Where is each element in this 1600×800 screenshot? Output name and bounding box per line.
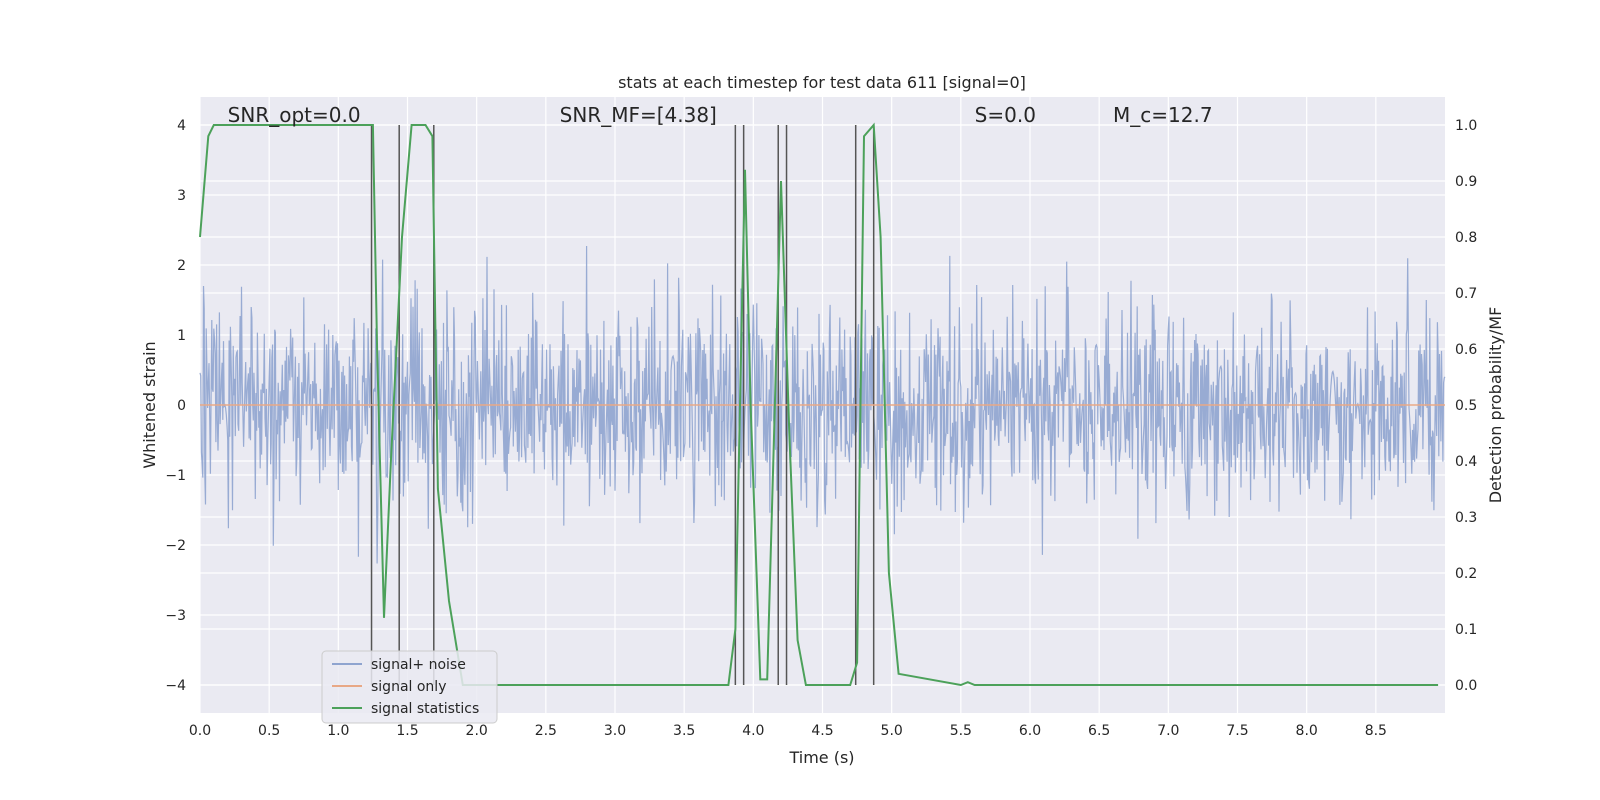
x-tick-label: 8.5 — [1365, 723, 1387, 739]
x-tick-label: 2.5 — [535, 723, 557, 739]
signal-noise-series — [199, 245, 1446, 564]
x-tick-label: 7.5 — [1226, 723, 1248, 739]
x-tick-label: 1.5 — [396, 723, 418, 739]
y2-tick-label: 0.7 — [1455, 286, 1477, 302]
y-tick-label: −3 — [165, 608, 186, 624]
x-tick-label: 2.0 — [466, 723, 488, 739]
legend-label-signal-noise: signal+ noise — [371, 657, 466, 673]
y2-tick-label: 0.2 — [1455, 566, 1477, 582]
annotations: SNR_opt=0.0 SNR_MF=[4.38] S=0.0 M_c=12.7 — [228, 103, 1213, 127]
y-tick-label: 4 — [177, 118, 186, 134]
y-tick-label: 1 — [177, 328, 186, 344]
x-tick-label: 4.5 — [811, 723, 833, 739]
x-tick-label: 3.5 — [673, 723, 695, 739]
y-tick-label: 2 — [177, 258, 186, 274]
x-tick-label: 6.0 — [1019, 723, 1041, 739]
annotation-4: M_c=12.7 — [1113, 103, 1213, 127]
signal-noise-line — [199, 245, 1446, 564]
y-tick-label: 3 — [177, 188, 186, 204]
x-axis-ticks: 0.0 0.5 1.0 1.5 2.0 2.5 3.0 3.5 4.0 4.5 5.0 5.5 6.0 6… — [189, 723, 1387, 739]
signal-statistics-line — [199, 122, 1439, 687]
x-tick-label: 5.0 — [881, 723, 903, 739]
legend-label-signal-statistics: signal statistics — [371, 701, 479, 717]
y-tick-label: −4 — [165, 678, 186, 694]
x-tick-label: 7.0 — [1157, 723, 1179, 739]
x-tick-label: 6.5 — [1088, 723, 1110, 739]
annotation-1: SNR_opt=0.0 — [228, 103, 361, 127]
y2-axis-label: Detection probability/MF — [1486, 307, 1505, 504]
y2-tick-label: 0.0 — [1455, 678, 1477, 694]
signal-statistics-series — [199, 122, 1439, 687]
legend-box — [321, 650, 498, 724]
y2-tick-label: 0.9 — [1455, 174, 1477, 190]
y-tick-label: −2 — [165, 538, 186, 554]
x-tick-label: 0.5 — [258, 723, 280, 739]
x-tick-label: 0.0 — [189, 723, 211, 739]
y-tick-label: 0 — [177, 398, 186, 414]
y2-axis-ticks: 0.0 0.1 0.2 0.3 0.4 0.5 0.6 0.7 0.8 0.9 1.0 — [1455, 118, 1477, 694]
x-tick-label: 4.0 — [742, 723, 764, 739]
legend-label-signal-only: signal only — [371, 679, 446, 695]
annotation-2: SNR_MF=[4.38] — [560, 103, 717, 127]
y2-tick-label: 0.3 — [1455, 510, 1477, 526]
y-axis-ticks: −4 −3 −2 −1 0 1 2 3 4 — [165, 118, 186, 694]
legend: signal+ noise signal only signal statist… — [321, 650, 498, 724]
y2-tick-label: 0.6 — [1455, 342, 1477, 358]
y2-tick-label: 0.5 — [1455, 398, 1477, 414]
y2-tick-label: 1.0 — [1455, 118, 1477, 134]
x-tick-label: 3.0 — [604, 723, 626, 739]
y2-tick-label: 0.1 — [1455, 622, 1477, 638]
chart-title: stats at each timestep for test data 611… — [618, 73, 1026, 92]
x-tick-label: 5.5 — [950, 723, 972, 739]
annotation-3: S=0.0 — [975, 103, 1036, 127]
y-tick-label: −1 — [165, 468, 186, 484]
x-axis-label: Time (s) — [788, 748, 854, 767]
x-tick-label: 8.0 — [1296, 723, 1318, 739]
y2-tick-label: 0.8 — [1455, 230, 1477, 246]
y-axis-label: Whitened strain — [140, 341, 159, 468]
y2-tick-label: 0.4 — [1455, 454, 1477, 470]
x-tick-label: 1.0 — [327, 723, 349, 739]
